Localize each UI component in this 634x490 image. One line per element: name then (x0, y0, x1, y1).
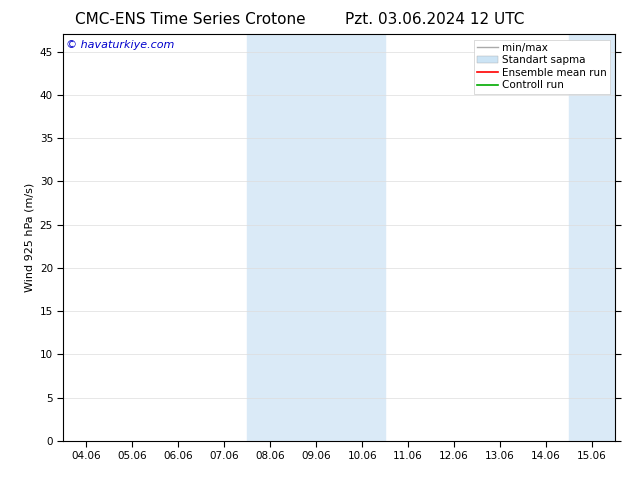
Y-axis label: Wind 925 hPa (m/s): Wind 925 hPa (m/s) (24, 183, 34, 292)
Text: © havaturkiye.com: © havaturkiye.com (66, 40, 174, 50)
Bar (247, 34, 385, 441)
Text: CMC-ENS Time Series Crotone: CMC-ENS Time Series Crotone (75, 12, 306, 27)
Text: Pzt. 03.06.2024 12 UTC: Pzt. 03.06.2024 12 UTC (345, 12, 524, 27)
Bar (569, 34, 634, 441)
Legend: min/max, Standart sapma, Ensemble mean run, Controll run: min/max, Standart sapma, Ensemble mean r… (474, 40, 610, 94)
